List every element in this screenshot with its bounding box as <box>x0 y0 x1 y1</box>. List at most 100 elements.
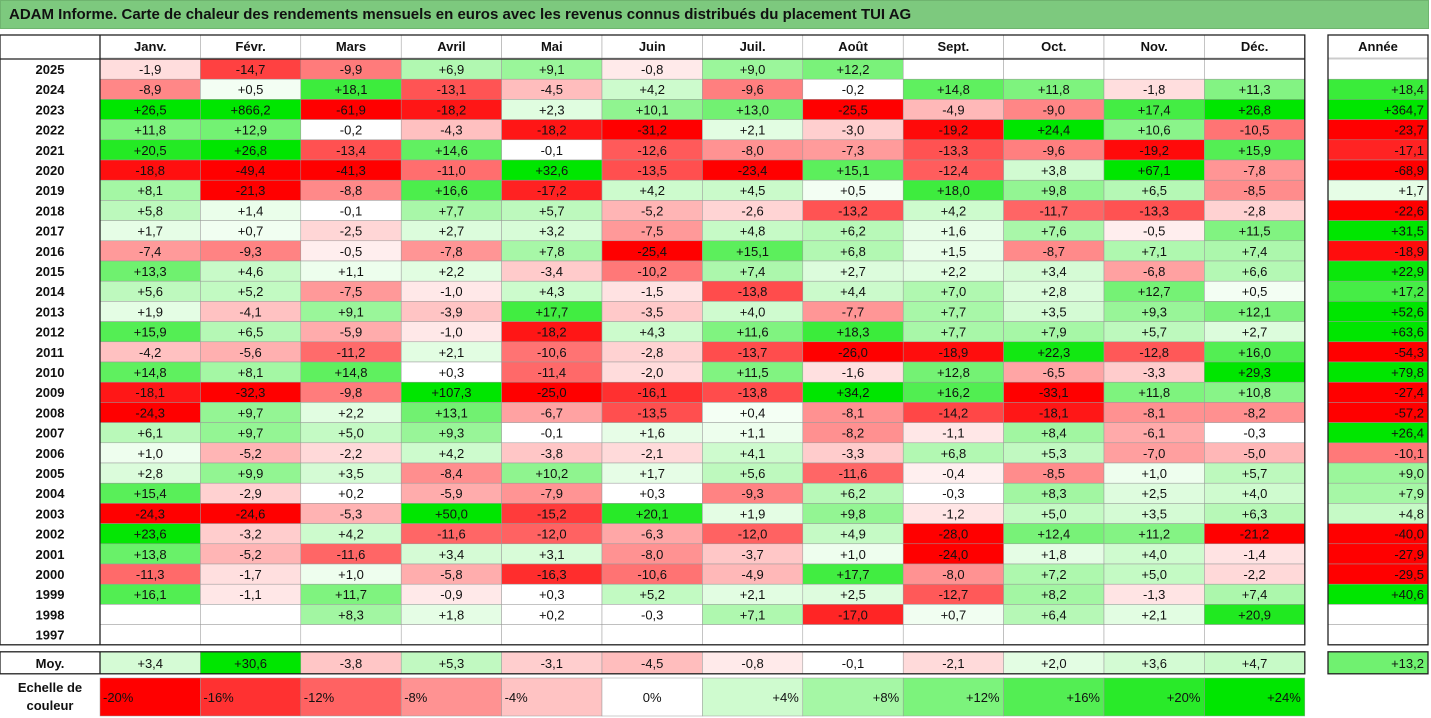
year-label: 2002 <box>36 527 65 542</box>
cell-value: +2,2 <box>338 405 364 420</box>
cell-value: -61,9 <box>336 102 366 117</box>
cell-value: -7,3 <box>842 143 864 158</box>
cell-value: +1,8 <box>439 607 465 622</box>
cell-value: -13,4 <box>336 143 366 158</box>
month-header-3: Avril <box>437 39 465 54</box>
scale-swatch <box>99 677 201 717</box>
cell-value: -9,8 <box>340 385 362 400</box>
cell-value: +2,5 <box>840 587 866 602</box>
cell-value: -24,0 <box>939 547 969 562</box>
annual-value: +26,4 <box>1391 426 1424 441</box>
cell-value: -12,8 <box>1139 345 1169 360</box>
year-label: 2007 <box>36 426 65 441</box>
cell-value: +1,5 <box>941 244 967 259</box>
annual-value: -54,3 <box>1394 345 1424 360</box>
annual-value: -68,9 <box>1394 163 1424 178</box>
cell-value: -7,7 <box>842 304 864 319</box>
cell-value: +6,8 <box>840 244 866 259</box>
cell-value: +15,1 <box>837 163 870 178</box>
cell-value: +13,0 <box>736 102 769 117</box>
cell-value: +15,1 <box>736 244 769 259</box>
cell-value: +9,1 <box>338 304 364 319</box>
cell-value: +5,3 <box>1041 446 1067 461</box>
cell-value: -11,6 <box>839 466 868 481</box>
cell-value: -9,3 <box>239 244 261 259</box>
month-header-9: Oct. <box>1041 39 1066 54</box>
cell-value: -1,3 <box>1143 587 1165 602</box>
cell-value: +7,4 <box>1242 244 1268 259</box>
cell-value: +9,1 <box>539 62 565 77</box>
cell-value: -3,5 <box>641 304 663 319</box>
cell-value: +16,0 <box>1238 345 1271 360</box>
cell-value: +5,0 <box>338 426 364 441</box>
cell-value: -0,4 <box>942 466 964 481</box>
cell-value: -6,7 <box>541 405 563 420</box>
annual-value: +63,6 <box>1391 325 1424 340</box>
heat-cell <box>902 624 1004 646</box>
cell-value: +7,9 <box>1041 325 1067 340</box>
year-label: 2004 <box>36 486 66 501</box>
cell-value: +5,7 <box>1141 325 1167 340</box>
cell-value: +3,2 <box>539 224 565 239</box>
cell-value: +8,2 <box>1041 587 1067 602</box>
cell-value: +6,3 <box>1242 506 1268 521</box>
average-value: -3,8 <box>340 656 362 671</box>
year-label: 2021 <box>36 143 65 158</box>
cell-value: -6,5 <box>1043 365 1065 380</box>
cell-value: -5,2 <box>641 203 663 218</box>
annual-value: +40,6 <box>1391 587 1424 602</box>
cell-value: -17,2 <box>537 183 567 198</box>
cell-value: +14,8 <box>937 82 970 97</box>
cell-value: -0,3 <box>942 486 964 501</box>
cell-value: +6,4 <box>1041 607 1067 622</box>
heat-cell <box>702 624 804 646</box>
cell-value: -13,1 <box>437 82 467 97</box>
heat-cell <box>200 624 302 646</box>
annual-value: +364,7 <box>1384 102 1424 117</box>
average-label: Moy. <box>36 656 65 671</box>
cell-value: -24,3 <box>135 405 165 420</box>
year-label: 2008 <box>36 405 65 420</box>
cell-value: -0,2 <box>340 123 362 138</box>
cell-value: -0,2 <box>842 82 864 97</box>
average-value: -0,8 <box>741 656 763 671</box>
cell-value: -21,2 <box>1240 527 1270 542</box>
cell-value: +5,8 <box>137 203 163 218</box>
cell-value: +5,2 <box>238 284 264 299</box>
heat-cell <box>400 624 502 646</box>
cell-value: -11,7 <box>1039 203 1068 218</box>
cell-value: +5,6 <box>137 284 163 299</box>
year-label: 2003 <box>36 506 65 521</box>
cell-value: +17,7 <box>535 304 568 319</box>
year-label: 2017 <box>36 224 65 239</box>
cell-value: +5,6 <box>740 466 766 481</box>
annual-column-frame <box>1327 34 1429 646</box>
cell-value: +3,8 <box>1041 163 1067 178</box>
cell-value: +13,3 <box>134 264 167 279</box>
year-label: 2001 <box>36 547 65 562</box>
cell-value: -13,3 <box>1139 203 1169 218</box>
heat-cell <box>902 58 1004 80</box>
annual-value: +52,6 <box>1391 304 1424 319</box>
cell-value: +7,4 <box>740 264 766 279</box>
annual-value: -18,9 <box>1394 244 1424 259</box>
cell-value: -5,9 <box>440 486 462 501</box>
cell-value: +5,0 <box>1141 567 1167 582</box>
cell-value: +5,7 <box>1242 466 1268 481</box>
cell-value: +4,6 <box>238 264 264 279</box>
heat-cell <box>99 624 201 646</box>
cell-value: +7,2 <box>1041 567 1067 582</box>
cell-value: -11,0 <box>437 163 466 178</box>
cell-value: +7,4 <box>1242 587 1268 602</box>
cell-value: +11,8 <box>1038 82 1070 97</box>
cell-value: +7,7 <box>439 203 465 218</box>
scale-label: +20% <box>1167 690 1201 705</box>
cell-value: -13,2 <box>838 203 868 218</box>
cell-value: +4,0 <box>1141 547 1167 562</box>
cell-value: +16,1 <box>134 587 167 602</box>
scale-label: -16% <box>203 690 234 705</box>
month-header-4: Mai <box>541 39 563 54</box>
cell-value: -9,6 <box>1043 143 1065 158</box>
cell-value: -0,9 <box>440 587 462 602</box>
cell-value: +1,7 <box>137 224 163 239</box>
